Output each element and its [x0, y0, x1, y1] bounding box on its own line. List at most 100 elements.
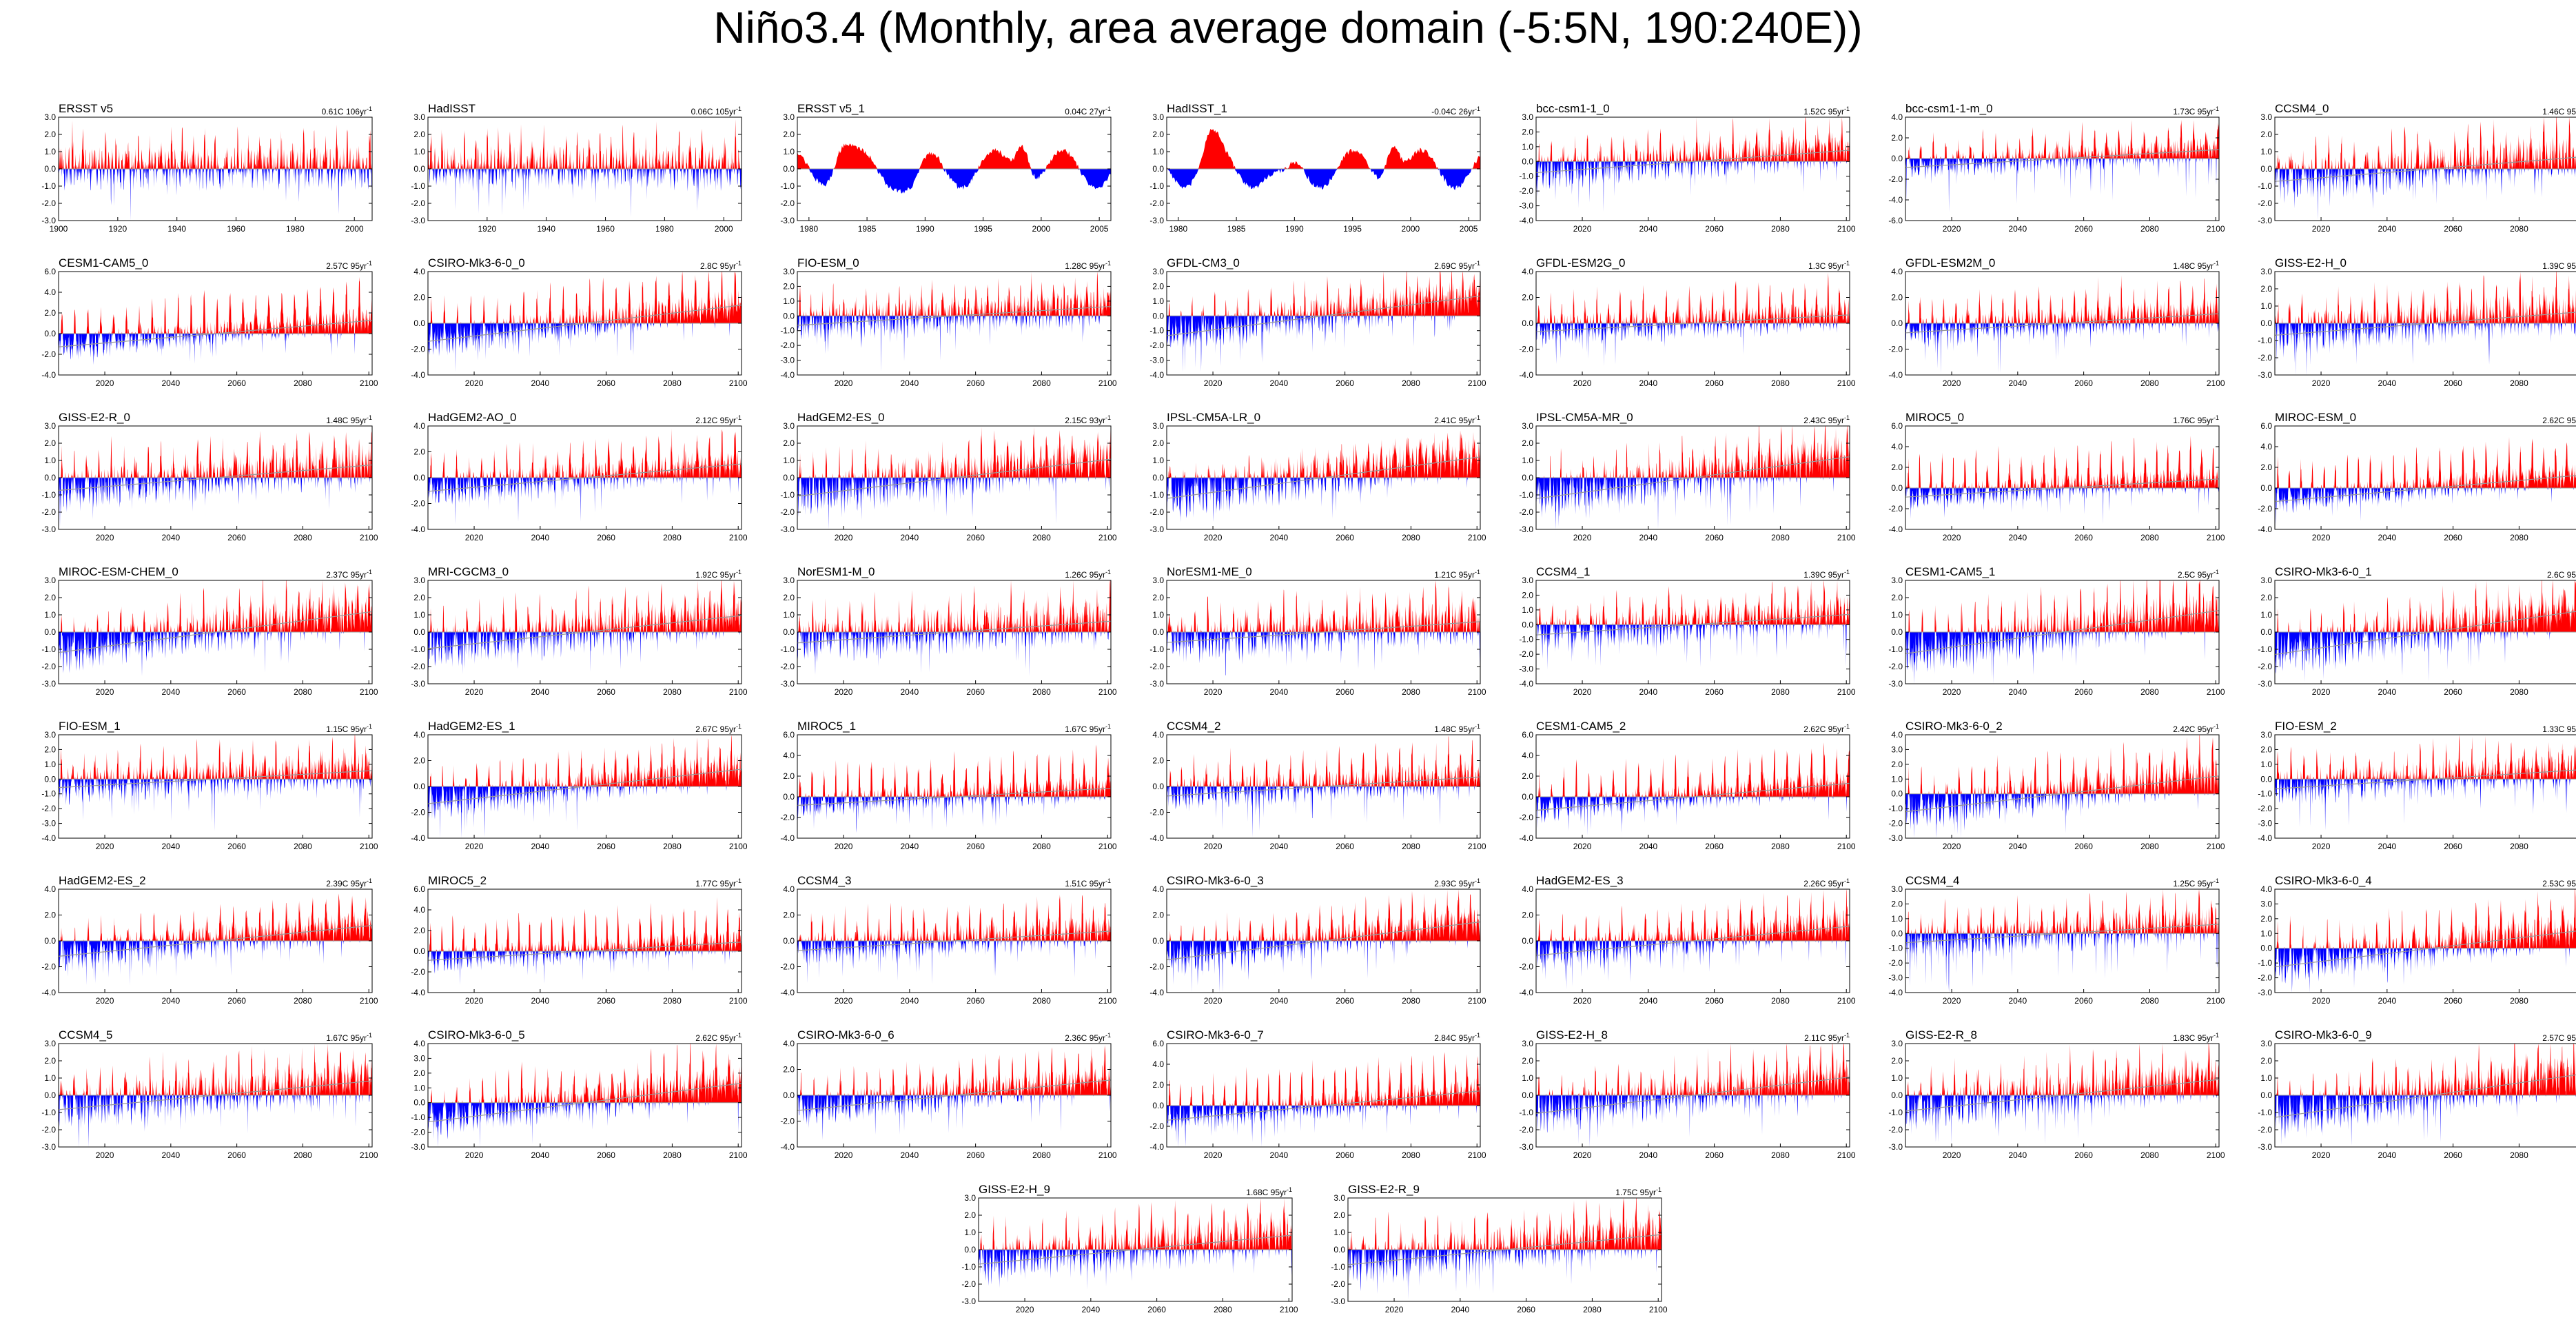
- x-tick-label: 2100: [1098, 1150, 1117, 1160]
- panel-trend-label: 2.67C 95yr-1: [695, 721, 742, 735]
- y-tick-label: -3.0: [41, 679, 56, 689]
- y-tick-label: -2.0: [41, 962, 56, 972]
- negative-anomaly-area: [2275, 632, 2576, 682]
- x-tick-label: 2020: [1943, 687, 1961, 697]
- trend-line: [1535, 926, 1850, 956]
- y-tick-label: 1.0: [1152, 610, 1164, 620]
- y-tick-label: -1.0: [1149, 181, 1164, 191]
- y-tick-label: -4.0: [1519, 833, 1533, 843]
- y-tick-label: 3.0: [413, 112, 425, 122]
- trend-period: 95yr: [350, 879, 367, 888]
- y-tick-label: -1.0: [41, 1108, 56, 1117]
- x-tick-label: 2040: [161, 996, 180, 1006]
- x-tick-label: 2040: [900, 842, 919, 851]
- y-tick-label: -2.0: [41, 1125, 56, 1135]
- y-tick-label: 6.0: [1891, 421, 1903, 431]
- x-tick-label: 1980: [655, 224, 674, 234]
- y-tick-label: 4.0: [1522, 267, 1533, 276]
- y-tick-label: -3.0: [41, 525, 56, 534]
- x-tick-label: 2100: [1098, 687, 1117, 697]
- y-tick-label: 4.0: [413, 730, 425, 740]
- negative-anomaly-area: [1167, 169, 1480, 190]
- trend-exponent: -1: [1105, 1032, 1111, 1039]
- negative-anomaly-area: [1536, 624, 1850, 670]
- y-tick-label: 0.0: [413, 164, 425, 174]
- positive-anomaly-area: [1536, 117, 1850, 162]
- trend-value: 2.62C: [1803, 724, 1826, 734]
- trend-value: 2.67C: [695, 724, 718, 734]
- chart-panel: 3.0 2.0 1.0 0.0 -1.0 -2.0 -3.0 -4.0 2020 2040 2060…: [1139, 256, 1487, 401]
- trend-line: [58, 924, 373, 957]
- y-tick-label: -1.0: [1149, 326, 1164, 336]
- chart-panel: 3.0 2.0 1.0 0.0 -1.0 -2.0 -3.0 2020 2040 2060 2080…: [31, 565, 379, 710]
- y-tick-label: -4.0: [1888, 988, 1903, 997]
- trend-period: 95yr: [1828, 107, 1844, 116]
- trend-value: 1.52C: [1803, 107, 1826, 116]
- plot-frame: [1535, 734, 1850, 839]
- y-tick-label: 0.0: [1152, 1101, 1164, 1110]
- y-tick-label: 2.0: [2260, 914, 2272, 924]
- x-tick-label: 2020: [465, 842, 484, 851]
- chart-panel: 3.0 2.0 1.0 0.0 -1.0 -2.0 -3.0 2020 2040 2060 2080…: [2247, 102, 2576, 247]
- panel-plot: 3.0 2.0 1.0 0.0 -1.0 -2.0 -3.0 2020 2040 2060 2080…: [411, 576, 748, 697]
- y-tick-label: -1.0: [2258, 958, 2272, 968]
- trend-exponent: -1: [1843, 569, 1850, 576]
- trend-period: 106yr: [345, 107, 367, 116]
- x-tick-label: 2080: [1583, 1305, 1602, 1314]
- y-tick-label: 0.0: [1891, 483, 1903, 493]
- x-tick-label: 2040: [900, 533, 919, 542]
- panel-trend-label: 1.73C 95yr-1: [2173, 103, 2219, 117]
- x-tick-label: 2060: [1336, 687, 1354, 697]
- x-tick-label: 2100: [360, 996, 378, 1006]
- x-tick-label: 2060: [597, 842, 615, 851]
- y-tick-label: 2.0: [783, 911, 795, 920]
- y-tick-label: -4.0: [1888, 195, 1903, 205]
- chart-panel: 4.0 2.0 0.0 -2.0 -4.0 -6.0 2020 2040 2060 2080 210…: [1878, 102, 2226, 247]
- y-tick-label: 0.0: [1152, 782, 1164, 791]
- y-tick-label: 0.0: [1152, 164, 1164, 174]
- panel-title: HadGEM2-ES_0: [797, 411, 885, 424]
- trend-exponent: -1: [1105, 105, 1111, 112]
- x-tick-label: 2020: [2312, 533, 2331, 542]
- chart-panel: 3.0 2.0 1.0 0.0 -1.0 -2.0 -3.0 2020 2040 2060 2080…: [1320, 1183, 1668, 1328]
- x-tick-label: 2020: [465, 1150, 484, 1160]
- trend-line: [2274, 611, 2576, 656]
- x-tick-label: 2020: [1573, 378, 1592, 388]
- x-tick-label: 2100: [360, 533, 378, 542]
- x-tick-label: 2060: [227, 378, 246, 388]
- chart-panel: 6.04.02.00.0-2.0-4.020202040206020802100…: [2247, 411, 2576, 556]
- x-tick-label: 2060: [2444, 842, 2462, 851]
- panel-title: GISS-E2-R_8: [1905, 1028, 1977, 1042]
- y-tick-label: -3.0: [2258, 216, 2272, 225]
- y-tick-label: 0.0: [783, 936, 795, 946]
- chart-panel: 3.0 2.0 1.0 0.0 -1.0 -2.0 -3.0 -4.0 2020 2040 2060…: [1509, 102, 1857, 247]
- trend-exponent: -1: [2213, 260, 2219, 267]
- panel-title: CESM1-CAM5_1: [1905, 565, 1996, 578]
- negative-anomaly-area: [1905, 632, 2219, 684]
- panel-title: HadGEM2-ES_1: [428, 720, 515, 733]
- y-tick-label: 2.0: [44, 130, 56, 139]
- panel-title: FIO-ESM_1: [59, 720, 121, 733]
- x-tick-label: 2040: [1269, 533, 1288, 542]
- negative-anomaly-area: [797, 797, 1111, 833]
- x-tick-label: 2020: [1204, 533, 1223, 542]
- y-tick-label: 0.0: [44, 936, 56, 946]
- y-tick-label: 3.0: [413, 576, 425, 585]
- positive-anomaly-area: [1536, 742, 1850, 797]
- x-tick-label: 2040: [531, 1150, 549, 1160]
- x-tick-label: 2060: [227, 1150, 246, 1160]
- trend-period: 95yr: [2197, 879, 2214, 888]
- trend-value: 2.36C: [1065, 1033, 1087, 1043]
- panel-trend-label: 2.5C 95yr-1: [2178, 567, 2219, 580]
- chart-panel: 3.0 2.0 1.0 0.0 -1.0 -2.0 -3.0 2020 2040 2060 2080…: [1139, 565, 1487, 710]
- trend-value: 1.68C: [1246, 1188, 1269, 1197]
- panel-trend-label: 2.43C 95yr-1: [1803, 412, 1850, 426]
- y-tick-label: 0.0: [413, 473, 425, 482]
- x-tick-label: 2005: [1090, 224, 1109, 234]
- trend-period: 95yr: [2566, 1033, 2576, 1043]
- y-tick-label: -3.0: [1519, 201, 1533, 211]
- y-tick-label: 2.0: [413, 756, 425, 766]
- y-tick-label: -3.0: [2258, 679, 2272, 689]
- y-tick-label: 4.0: [783, 884, 795, 894]
- panel-plot: 6.0 4.0 2.0 0.0 -2.0 -4.0 2020 2040 2060 2080 2100: [1149, 1039, 1486, 1160]
